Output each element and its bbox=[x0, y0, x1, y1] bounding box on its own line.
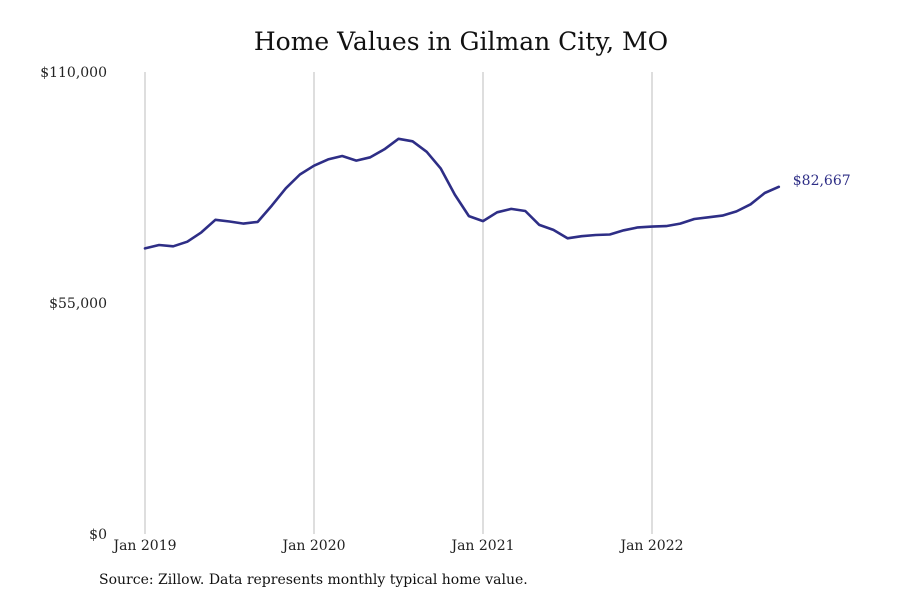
x-axis-ticks: Jan 2019 Jan 2020 Jan 2021 Jan 2022 bbox=[111, 538, 683, 554]
x-tick-label: Jan 2020 bbox=[280, 538, 345, 554]
y-tick-label: $110,000 bbox=[40, 65, 107, 81]
home-value-line bbox=[143, 137, 781, 250]
x-tick-label: Jan 2019 bbox=[111, 538, 176, 554]
last-value-label: $82,667 bbox=[793, 173, 851, 189]
source-note: Source: Zillow. Data represents monthly … bbox=[99, 572, 528, 588]
y-tick-label: $0 bbox=[89, 527, 107, 543]
x-tick-label: Jan 2022 bbox=[618, 538, 683, 554]
x-tick-label: Jan 2021 bbox=[449, 538, 514, 554]
y-axis-ticks: $0 $55,000 $110,000 bbox=[40, 65, 107, 543]
y-tick-label: $55,000 bbox=[49, 296, 107, 312]
chart-title: Home Values in Gilman City, MO bbox=[254, 27, 668, 56]
vertical-gridlines bbox=[144, 72, 653, 534]
